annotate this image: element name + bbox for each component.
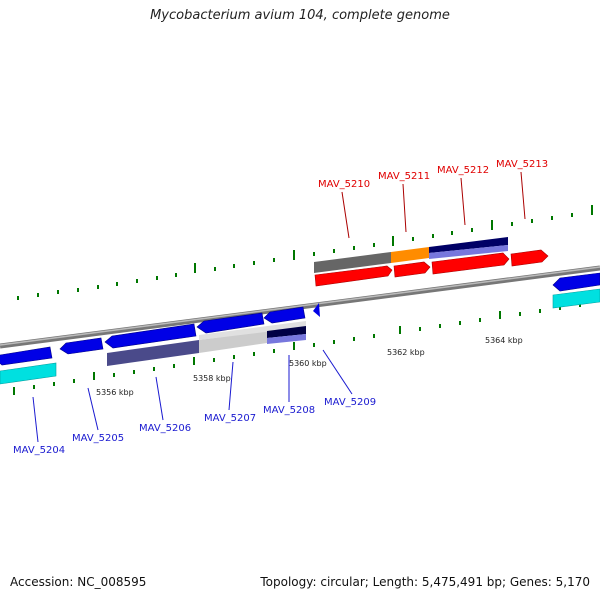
accession-label: Accession: NC_008595 xyxy=(10,575,147,589)
forward-label-leaders xyxy=(341,171,526,239)
cds-block-silver-top[interactable] xyxy=(199,321,306,340)
upper-tick-row xyxy=(17,205,593,300)
gene-arrow-mav-5208[interactable] xyxy=(263,306,306,324)
forward-strand-genes xyxy=(314,249,549,287)
kbp-ruler-labels: 5356 kbp 5358 kbp 5360 kbp 5362 kbp 5364… xyxy=(96,336,523,397)
gene-arrow-mav-5213[interactable] xyxy=(510,249,549,267)
cds-block-silver[interactable] xyxy=(199,331,267,353)
gene-arrow-mav-5210[interactable] xyxy=(314,265,393,287)
gene-label-mav-5210[interactable]: MAV_5210 xyxy=(318,179,370,190)
lower-tick-row xyxy=(13,303,581,395)
gene-label-mav-5204[interactable]: MAV_5204 xyxy=(13,445,65,456)
kbp-label-5362: 5362 kbp xyxy=(387,348,425,357)
gene-arrow-mav-5205[interactable] xyxy=(59,337,104,355)
gene-label-mav-5206[interactable]: MAV_5206 xyxy=(139,423,191,434)
cds-block-navy[interactable] xyxy=(429,237,508,253)
gene-label-mav-5213[interactable]: MAV_5213 xyxy=(496,159,548,170)
cds-block-gray[interactable] xyxy=(314,252,391,273)
reverse-label-leaders xyxy=(32,349,353,443)
cds-block-lavender[interactable] xyxy=(429,245,508,259)
gene-label-mav-5212[interactable]: MAV_5212 xyxy=(437,165,489,176)
gene-arrow-mav-5206[interactable] xyxy=(104,323,197,349)
reverse-strand-genes xyxy=(0,272,600,366)
reverse-gene-labels: MAV_5204 MAV_5205 MAV_5206 MAV_5207 MAV_… xyxy=(13,397,376,456)
kbp-label-5360: 5360 kbp xyxy=(289,359,327,368)
cds-block-periwinkle[interactable] xyxy=(267,334,306,344)
gene-arrow-mav-5209[interactable] xyxy=(313,303,320,317)
cds-block-orange[interactable] xyxy=(391,247,429,263)
genome-backbone-highlight xyxy=(0,266,600,346)
gene-arrow-mav-5204[interactable] xyxy=(0,346,53,366)
topology-summary: Topology: circular; Length: 5,475,491 bp… xyxy=(260,575,590,589)
genome-backbone xyxy=(0,265,600,349)
forward-gene-labels: MAV_5210 MAV_5211 MAV_5212 MAV_5213 xyxy=(318,159,548,190)
gene-arrow-mav-5207[interactable] xyxy=(196,312,265,334)
gene-arrow-mav-5211[interactable] xyxy=(393,261,431,278)
kbp-label-5356: 5356 kbp xyxy=(96,388,134,397)
rna-block-cyan-left[interactable] xyxy=(0,362,57,385)
kbp-label-5358: 5358 kbp xyxy=(193,374,231,383)
rna-block-cyan-right[interactable] xyxy=(552,288,600,309)
gene-label-mav-5208[interactable]: MAV_5208 xyxy=(263,405,315,416)
cds-block-slate[interactable] xyxy=(107,340,199,366)
gene-label-mav-5211[interactable]: MAV_5211 xyxy=(378,171,430,182)
reverse-cds-features xyxy=(0,288,600,385)
gene-label-mav-5209[interactable]: MAV_5209 xyxy=(324,397,376,408)
forward-cds-features xyxy=(314,237,508,273)
gene-arrow-right-edge[interactable] xyxy=(552,272,600,292)
genome-title: Mycobacterium avium 104, complete genome xyxy=(150,8,450,23)
gene-label-mav-5205[interactable]: MAV_5205 xyxy=(72,433,124,444)
gene-arrow-mav-5212[interactable] xyxy=(431,252,510,275)
gene-label-mav-5207[interactable]: MAV_5207 xyxy=(204,413,256,424)
kbp-label-5364: 5364 kbp xyxy=(485,336,523,345)
